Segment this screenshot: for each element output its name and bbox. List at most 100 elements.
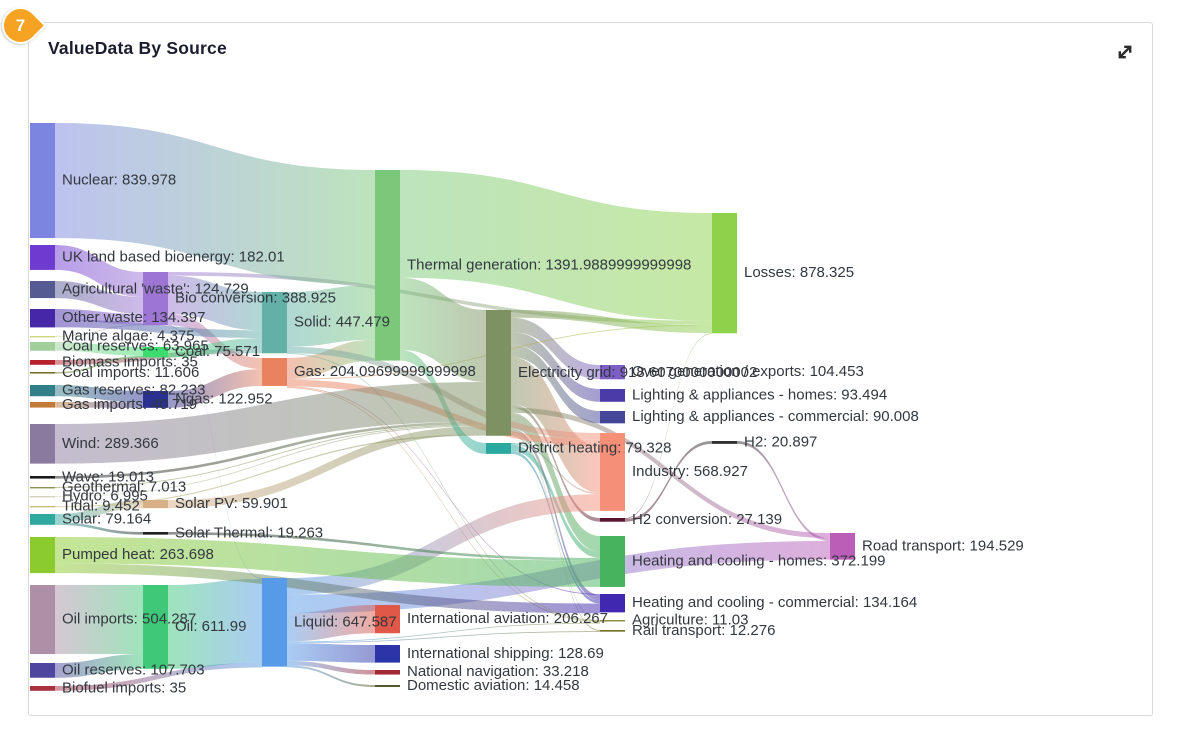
sankey-node-h2[interactable] xyxy=(712,441,737,444)
sankey-link[interactable] xyxy=(55,385,143,403)
sankey-link[interactable] xyxy=(55,421,486,479)
sankey-link[interactable] xyxy=(55,381,486,464)
sankey-node-wave[interactable] xyxy=(30,476,55,479)
sankey-node-national-navigation[interactable] xyxy=(375,670,400,675)
sankey-node-coal-imports[interactable] xyxy=(30,372,55,374)
sankey-link[interactable] xyxy=(55,281,143,314)
sankey-node-gas-imports[interactable] xyxy=(30,402,55,408)
sankey-link[interactable] xyxy=(55,245,143,297)
sankey-link[interactable] xyxy=(55,355,143,374)
sankey-link[interactable] xyxy=(55,585,143,655)
sankey-node-nuclear[interactable] xyxy=(30,123,55,238)
sankey-node-coal-reserves[interactable] xyxy=(30,342,55,351)
sankey-link[interactable] xyxy=(55,342,143,356)
sankey-link[interactable] xyxy=(287,353,600,621)
sankey-link[interactable] xyxy=(511,412,600,552)
sankey-node-thermal-generation[interactable] xyxy=(375,170,400,361)
sankey-link[interactable] xyxy=(737,441,830,542)
sankey-node-liquid[interactable] xyxy=(262,578,287,667)
sankey-node-coal[interactable] xyxy=(143,347,168,358)
sankey-link[interactable] xyxy=(625,333,712,519)
sankey-link[interactable] xyxy=(511,332,600,402)
sankey-node-other-waste[interactable] xyxy=(30,309,55,328)
sankey-node-international-shipping[interactable] xyxy=(375,645,400,663)
sankey-node-gas[interactable] xyxy=(262,358,287,386)
sankey-node-lighting-appliances-homes[interactable] xyxy=(600,389,625,402)
sankey-node-h2-conversion[interactable] xyxy=(600,518,625,522)
sankey-node-solar[interactable] xyxy=(30,514,55,525)
sankey-link[interactable] xyxy=(55,402,143,408)
sankey-link[interactable] xyxy=(168,532,600,561)
sankey-node-domestic-aviation[interactable] xyxy=(375,685,400,687)
sankey-link[interactable] xyxy=(287,643,375,663)
sankey-link[interactable] xyxy=(287,284,375,347)
sankey-link[interactable] xyxy=(511,443,600,495)
sankey-node-district-heating[interactable] xyxy=(486,443,511,454)
sankey-link[interactable] xyxy=(55,425,486,497)
sankey-node-oil-imports[interactable] xyxy=(30,585,55,655)
sankey-link[interactable] xyxy=(55,537,600,587)
sankey-node-heating-and-cooling-commercial[interactable] xyxy=(600,594,625,613)
sankey-node-rail-transport[interactable] xyxy=(600,630,625,632)
sankey-node-wind[interactable] xyxy=(30,424,55,464)
sankey-link[interactable] xyxy=(511,450,600,604)
sankey-node-uk-land-based-bioenergy[interactable] xyxy=(30,245,55,270)
sankey-link[interactable] xyxy=(55,563,600,614)
sankey-link[interactable] xyxy=(55,434,486,508)
sankey-node-agriculture[interactable] xyxy=(600,620,625,622)
sankey-link[interactable] xyxy=(511,357,600,493)
sankey-link[interactable] xyxy=(168,369,262,408)
sankey-node-solid[interactable] xyxy=(262,292,287,354)
sankey-node-tidal[interactable] xyxy=(30,506,55,508)
sankey-link[interactable] xyxy=(511,310,712,334)
sankey-link[interactable] xyxy=(55,424,486,488)
sankey-link[interactable] xyxy=(55,319,262,339)
sankey-link[interactable] xyxy=(55,654,143,678)
sankey-link[interactable] xyxy=(55,662,262,691)
sankey-node-marine-algae[interactable] xyxy=(30,336,55,338)
sankey-link[interactable] xyxy=(287,387,600,622)
sankey-link[interactable] xyxy=(55,324,143,337)
sankey-node-pumped-heat[interactable] xyxy=(30,537,55,574)
sankey-link[interactable] xyxy=(511,434,600,632)
sankey-link[interactable] xyxy=(55,123,375,285)
sankey-node-biomass-imports[interactable] xyxy=(30,360,55,365)
sankey-link[interactable] xyxy=(625,441,712,522)
sankey-link[interactable] xyxy=(511,344,600,424)
sankey-link[interactable] xyxy=(287,660,375,675)
sankey-link[interactable] xyxy=(511,404,600,522)
sankey-link[interactable] xyxy=(287,386,600,595)
sankey-link[interactable] xyxy=(287,622,600,643)
sankey-node-heating-and-cooling-homes[interactable] xyxy=(600,536,625,587)
sankey-node-lighting-appliances-commercial[interactable] xyxy=(600,411,625,424)
sankey-node-gas-reserves[interactable] xyxy=(30,385,55,397)
sankey-node-biofuel-imports[interactable] xyxy=(30,686,55,691)
sankey-link[interactable] xyxy=(168,275,262,331)
sankey-node-hydro[interactable] xyxy=(30,496,55,498)
sankey-link[interactable] xyxy=(168,338,262,358)
sankey-node-over-generation-exports[interactable] xyxy=(600,365,625,380)
sankey-link[interactable] xyxy=(168,578,262,669)
sankey-node-geothermal[interactable] xyxy=(30,487,55,489)
sankey-node-losses[interactable] xyxy=(712,213,737,334)
sankey-node-bio-conversion[interactable] xyxy=(143,272,168,326)
sankey-node-solar-thermal[interactable] xyxy=(143,532,168,535)
sankey-link[interactable] xyxy=(168,426,486,509)
sankey-link[interactable] xyxy=(55,522,143,535)
sankey-link[interactable] xyxy=(55,309,143,325)
sankey-node-agricultural-waste[interactable] xyxy=(30,281,55,299)
sankey-node-electricity-grid[interactable] xyxy=(486,310,511,436)
expand-button[interactable] xyxy=(1108,36,1142,70)
sankey-link[interactable] xyxy=(511,428,600,601)
sankey-node-oil[interactable] xyxy=(143,585,168,669)
sankey-link[interactable] xyxy=(287,631,600,644)
sankey-node-ngas[interactable] xyxy=(143,391,168,408)
sankey-node-industry[interactable] xyxy=(600,433,625,511)
sankey-link[interactable] xyxy=(287,339,375,379)
sankey-node-road-transport[interactable] xyxy=(830,533,855,560)
sankey-link[interactable] xyxy=(287,605,375,642)
sankey-link[interactable] xyxy=(511,407,830,539)
sankey-link[interactable] xyxy=(511,317,600,380)
sankey-node-international-aviation[interactable] xyxy=(375,605,400,634)
sankey-node-solar-pv[interactable] xyxy=(143,500,168,509)
